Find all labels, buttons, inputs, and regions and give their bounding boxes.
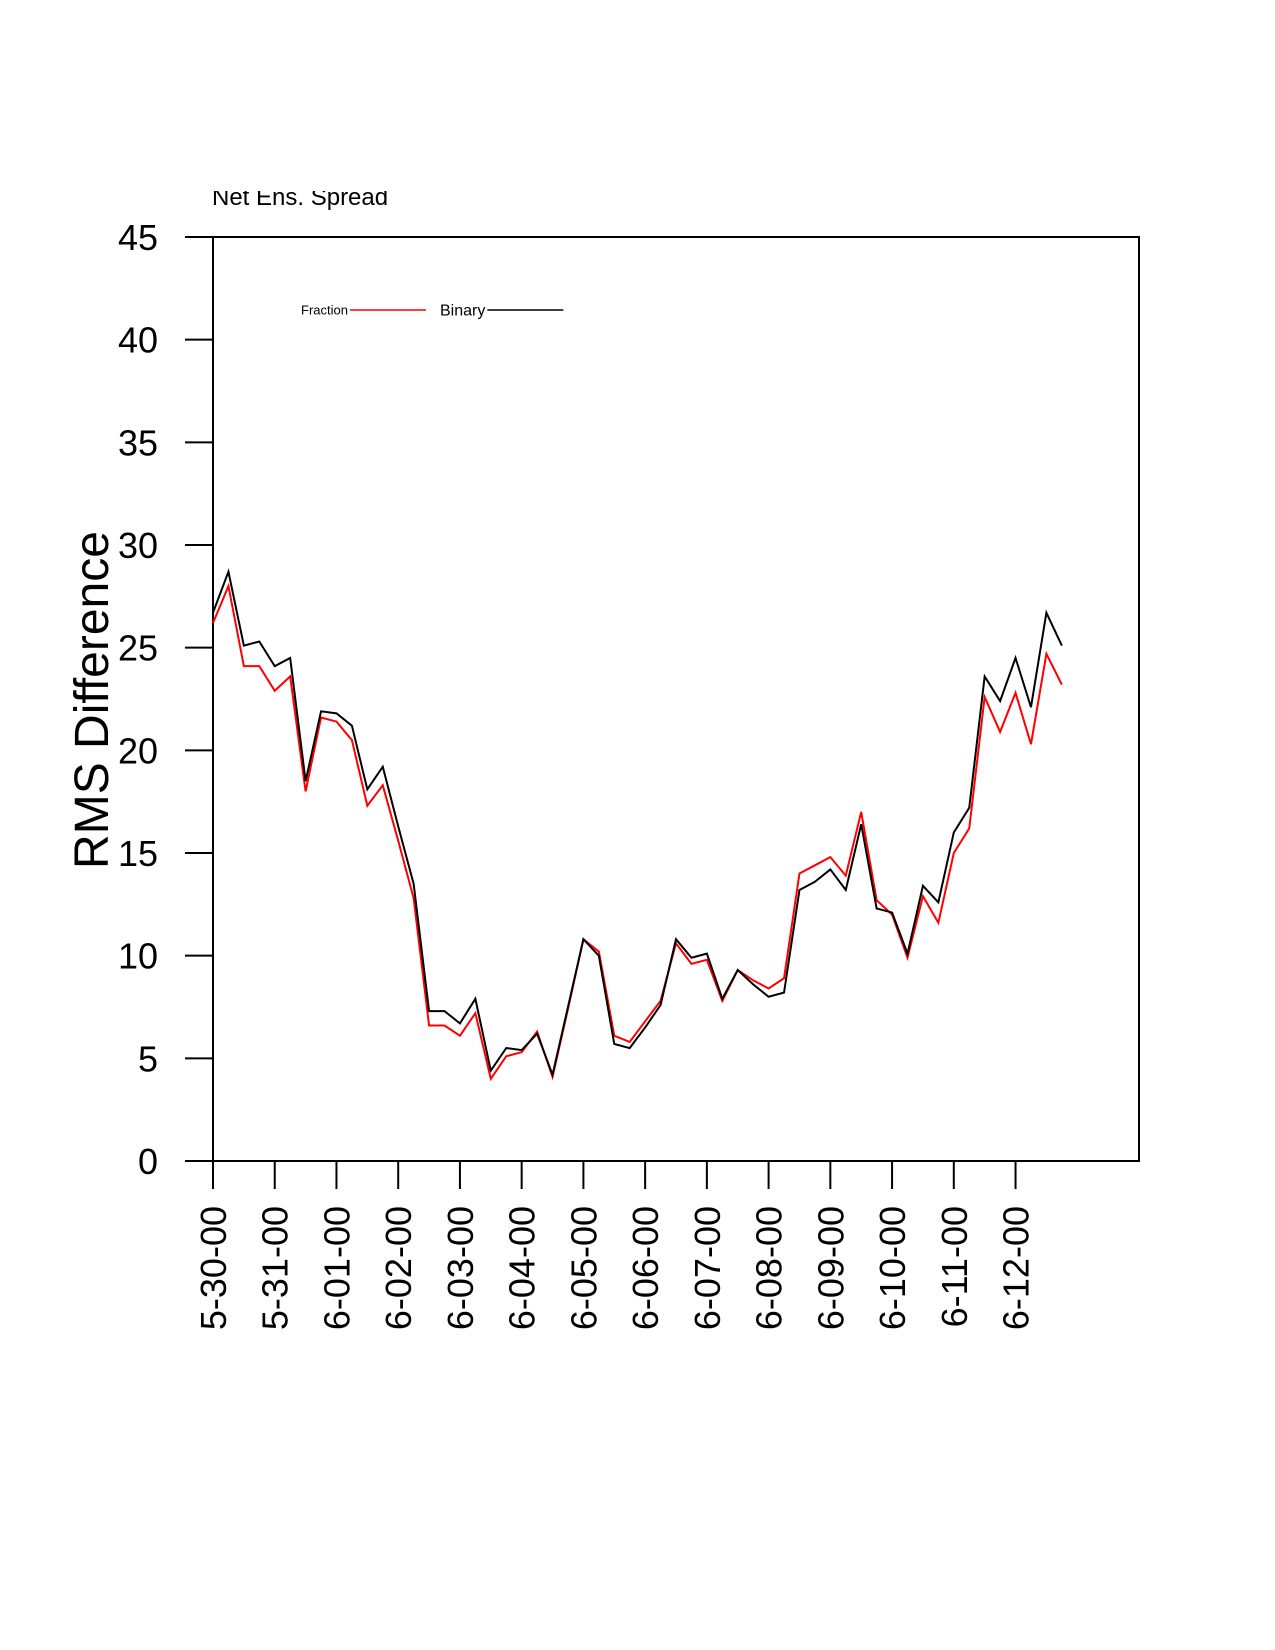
x-tick-label: 5-30-00	[193, 1206, 234, 1330]
x-tick-label: 6-09-00	[810, 1206, 851, 1330]
x-tick-label: 6-04-00	[502, 1206, 543, 1330]
y-tick-label: 10	[118, 936, 158, 977]
x-tick-label: 6-08-00	[749, 1206, 790, 1330]
x-tick-label: 6-06-00	[625, 1206, 666, 1330]
x-tick-label: 6-02-00	[378, 1206, 419, 1330]
data-line	[212, 582, 1063, 1082]
y-tick-label: 20	[118, 730, 158, 771]
x-tick-label: 6-12-00	[996, 1206, 1037, 1330]
y-tick-label: 0	[138, 1141, 158, 1182]
y-tick-label: 45	[118, 217, 158, 258]
y-tick-label: 35	[118, 422, 158, 463]
legend-label: Binary	[440, 303, 485, 320]
x-tick-label: 6-11-00	[934, 1206, 975, 1327]
y-axis-label: RMS Difference	[66, 531, 119, 869]
data-line	[212, 568, 1063, 1079]
y-tick-label: 15	[118, 833, 158, 874]
x-tick-label: 6-03-00	[440, 1206, 481, 1330]
y-tick-label: 40	[118, 320, 158, 361]
legend-label: Fraction	[301, 303, 348, 318]
x-tick-label: 5-31-00	[255, 1206, 296, 1330]
y-tick-label: 25	[118, 628, 158, 669]
y-tick-label: 30	[118, 525, 158, 566]
x-tick-label: 6-10-00	[872, 1206, 913, 1330]
y-tick-label: 5	[138, 1038, 158, 1079]
chart-title: Net Ens. Spread	[212, 184, 388, 211]
x-tick-label: 6-05-00	[563, 1206, 604, 1330]
x-tick-label: 6-01-00	[316, 1206, 357, 1330]
plot-frame	[212, 236, 1140, 1162]
x-tick-label: 6-07-00	[687, 1206, 728, 1330]
